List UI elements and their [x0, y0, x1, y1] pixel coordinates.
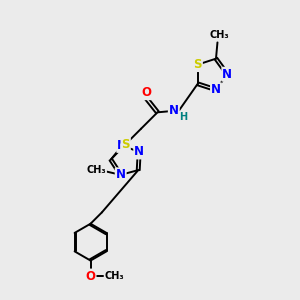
- Text: O: O: [85, 269, 96, 283]
- Text: N: N: [211, 83, 221, 96]
- Text: CH₃: CH₃: [104, 271, 124, 281]
- Text: H: H: [179, 112, 187, 122]
- Text: S: S: [122, 138, 130, 151]
- Text: S: S: [194, 58, 202, 71]
- Text: O: O: [141, 86, 151, 99]
- Text: N: N: [116, 168, 126, 181]
- Text: CH₃: CH₃: [86, 165, 106, 175]
- Text: N: N: [117, 139, 127, 152]
- Text: CH₃: CH₃: [209, 31, 229, 40]
- Text: N: N: [134, 146, 144, 158]
- Text: N: N: [169, 104, 179, 117]
- Text: N: N: [222, 68, 232, 81]
